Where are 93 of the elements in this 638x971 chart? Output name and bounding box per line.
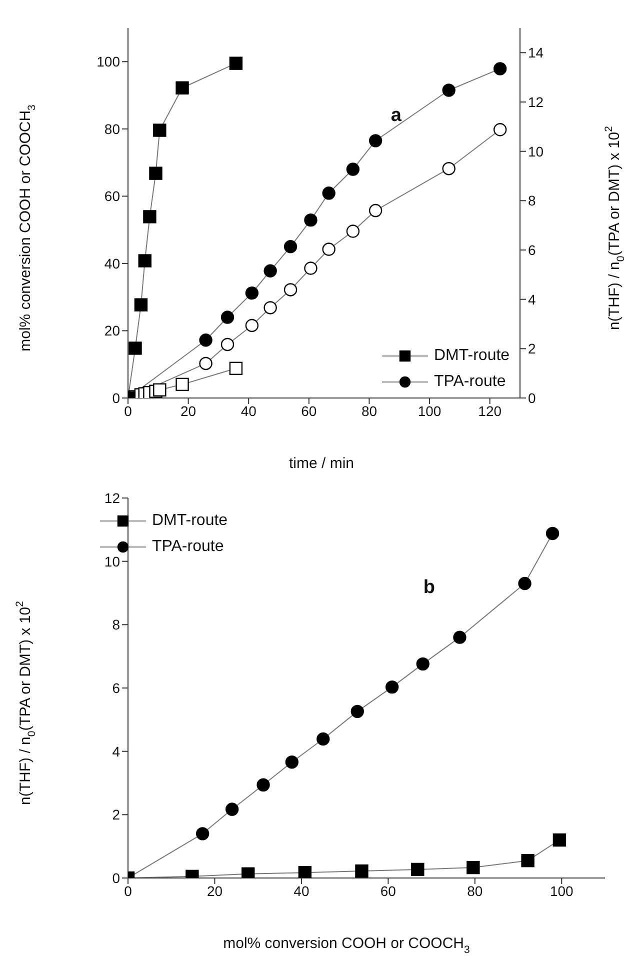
- annotation: a: [390, 105, 402, 126]
- point: [346, 162, 360, 176]
- legend-label: DMT-route: [152, 512, 228, 530]
- point: [521, 854, 534, 868]
- x-tick-label: 20: [206, 882, 223, 899]
- point: [176, 81, 189, 94]
- y2-tick-label: 8: [528, 192, 536, 209]
- x-tick-label: 20: [180, 402, 196, 419]
- point: [128, 342, 142, 355]
- y-tick-label: 2: [112, 806, 120, 823]
- y2-tick-label: 6: [528, 242, 536, 258]
- point: [494, 123, 507, 136]
- point: [298, 866, 312, 878]
- point: [176, 378, 189, 392]
- y-tick-label: 10: [104, 553, 120, 570]
- point: [411, 862, 424, 876]
- point: [153, 124, 166, 137]
- point: [196, 827, 210, 840]
- y2-tick-label: 4: [528, 291, 536, 308]
- point: [134, 298, 148, 312]
- point: [143, 210, 156, 224]
- y-tick-label: 100: [96, 54, 120, 70]
- point: [494, 62, 507, 76]
- point: [199, 356, 212, 370]
- point: [225, 802, 239, 816]
- point: [245, 286, 259, 300]
- point: [149, 166, 162, 180]
- x-tick-label: 0: [124, 882, 132, 899]
- y2-tick-label: 14: [528, 44, 544, 61]
- point: [316, 732, 330, 746]
- point: [199, 334, 212, 347]
- y-tick-label: 12: [104, 490, 120, 506]
- point: [229, 56, 243, 70]
- y-tick-label: 6: [112, 680, 120, 696]
- point: [138, 254, 152, 268]
- point: [355, 864, 368, 878]
- y2-tick-label: 2: [528, 340, 536, 357]
- point: [256, 778, 270, 792]
- point: [442, 162, 456, 176]
- point: [368, 204, 382, 218]
- x-tick-label: 80: [467, 882, 483, 899]
- point: [153, 383, 166, 396]
- point: [466, 860, 480, 874]
- point: [220, 338, 234, 352]
- point: [264, 264, 277, 278]
- y2-tick-label: 10: [528, 143, 544, 160]
- point: [552, 833, 566, 847]
- x-tick-label: 80: [361, 402, 378, 419]
- y-tick-label: 0: [112, 390, 120, 406]
- y-tick-label: 60: [104, 188, 120, 204]
- point: [416, 657, 430, 671]
- y-tick-label: 80: [104, 120, 120, 137]
- point: [229, 362, 243, 375]
- point: [322, 186, 336, 200]
- y-tick-label: 4: [112, 743, 120, 760]
- x-tick-label: 100: [418, 402, 442, 419]
- x-tick-label: 40: [294, 882, 310, 899]
- legend-label: TPA-route: [434, 373, 506, 391]
- point: [385, 680, 399, 694]
- point: [284, 240, 298, 254]
- y-tick-label: 40: [104, 255, 120, 272]
- point: [304, 213, 318, 227]
- y-tick-label: 20: [104, 322, 120, 339]
- x-axis-title: mol% conversion COOH or COOCH$_{3}$: [223, 934, 470, 956]
- x-tick-label: 40: [240, 402, 257, 419]
- x-tick-label: 60: [301, 402, 317, 419]
- point: [453, 630, 466, 644]
- point: [242, 867, 255, 878]
- legend-label: TPA-route: [152, 538, 224, 556]
- point: [546, 526, 560, 540]
- point: [442, 84, 456, 97]
- point: [518, 576, 532, 590]
- point: [304, 262, 318, 275]
- point: [350, 704, 364, 718]
- legend-label: DMT-route: [434, 347, 510, 365]
- x-axis-title: time / min: [288, 454, 354, 472]
- y2-tick-label: 0: [528, 390, 536, 406]
- point: [322, 242, 336, 256]
- y2-tick-label: 12: [528, 94, 544, 110]
- x-tick-label: 60: [380, 882, 396, 899]
- point: [346, 224, 360, 238]
- x-tick-label: 100: [550, 882, 574, 899]
- point: [284, 283, 298, 296]
- point: [285, 756, 299, 769]
- annotation: b: [423, 577, 436, 598]
- point: [264, 301, 277, 314]
- x-tick-label: 120: [478, 402, 502, 419]
- point: [245, 318, 259, 332]
- point: [220, 310, 234, 324]
- x-tick-label: 0: [124, 402, 132, 419]
- y-tick-label: 0: [112, 870, 120, 886]
- point: [368, 134, 382, 148]
- y-tick-label: 8: [112, 616, 120, 633]
